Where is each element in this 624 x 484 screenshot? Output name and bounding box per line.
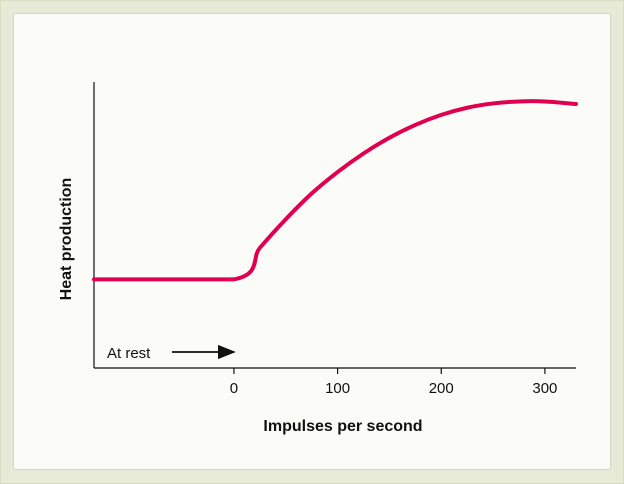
x-tick-label: 300 — [532, 380, 557, 397]
chart-svg: 0 100 200 300 Heat production Impulses per … — [58, 82, 578, 435]
x-axis-label: Impulses per second — [263, 418, 422, 435]
x-axis-ticks: 0 100 200 300 — [230, 368, 557, 397]
chart-panel: 0 100 200 300 Heat production Impulses per … — [13, 13, 611, 470]
x-tick-label: 200 — [429, 380, 454, 397]
at-rest-annotation: At rest — [107, 345, 151, 362]
x-tick-label: 0 — [230, 380, 238, 397]
x-tick-label: 100 — [325, 380, 350, 397]
heat-production-line — [92, 99, 578, 282]
series-group — [92, 99, 578, 282]
y-axis-label: Heat production — [58, 178, 75, 301]
